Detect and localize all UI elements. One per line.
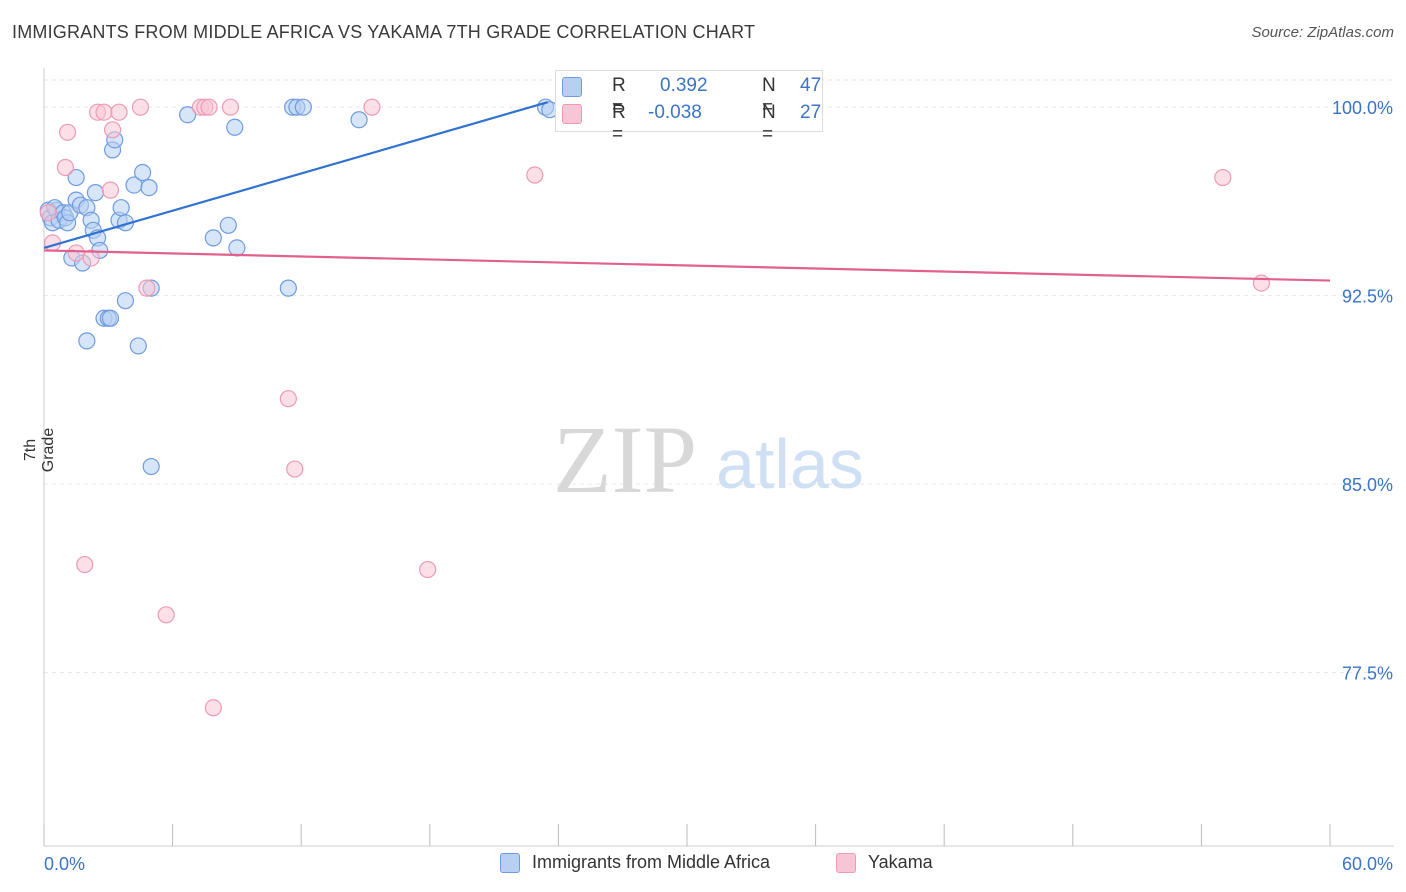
watermark-atlas: atlas — [716, 425, 864, 503]
data-point-pink — [1215, 170, 1231, 186]
data-point-pink — [57, 159, 73, 175]
data-point-pink — [201, 99, 217, 115]
data-point-blue — [135, 165, 151, 181]
data-point-blue — [130, 338, 146, 354]
stats-r-value: 0.392 — [660, 75, 708, 97]
stats-n-value: 47 — [800, 75, 821, 97]
chart-legend: Immigrants from Middle Africa Yakama — [0, 852, 1406, 878]
data-point-blue — [229, 240, 245, 256]
data-point-pink — [205, 700, 221, 716]
data-point-pink — [111, 104, 127, 120]
stats-swatch-pink — [562, 104, 582, 124]
data-point-pink — [287, 461, 303, 477]
data-point-pink — [158, 607, 174, 623]
y-tick-label: 85.0% — [1342, 475, 1393, 495]
data-point-blue — [102, 310, 118, 326]
data-point-pink — [527, 167, 543, 183]
data-point-pink — [139, 280, 155, 296]
legend-item-immigrants[interactable]: Immigrants from Middle Africa — [500, 852, 770, 873]
trend-line-blue — [44, 102, 548, 248]
legend-swatch-blue — [500, 853, 520, 873]
data-point-pink — [132, 99, 148, 115]
legend-item-yakama[interactable]: Yakama — [836, 852, 933, 873]
data-point-blue — [220, 217, 236, 233]
scatter-chart: ZIP atlas 100.0%92.5%85.0%77.5%0.0% 60.0% — [0, 0, 1406, 892]
y-axis-label: 7th Grade — [22, 420, 58, 480]
stats-swatch-blue — [562, 77, 582, 97]
legend-label: Immigrants from Middle Africa — [532, 852, 770, 873]
stats-r-value: -0.038 — [648, 102, 702, 124]
data-point-pink — [222, 99, 238, 115]
data-point-pink — [105, 122, 121, 138]
watermark: ZIP atlas — [553, 406, 864, 513]
data-point-blue — [351, 112, 367, 128]
data-point-blue — [143, 459, 159, 475]
data-point-pink — [1253, 275, 1269, 291]
data-point-blue — [113, 200, 129, 216]
data-point-blue — [280, 280, 296, 296]
stats-r-label: R = — [612, 102, 626, 146]
data-point-blue — [87, 185, 103, 201]
stats-n-label: N = — [762, 102, 776, 146]
data-point-pink — [364, 99, 380, 115]
data-point-blue — [295, 99, 311, 115]
data-point-blue — [227, 119, 243, 135]
y-tick-label: 77.5% — [1342, 664, 1393, 684]
data-point-pink — [96, 104, 112, 120]
data-point-blue — [79, 333, 95, 349]
legend-label: Yakama — [868, 852, 933, 873]
y-tick-label: 100.0% — [1332, 98, 1393, 118]
data-point-pink — [420, 562, 436, 578]
data-point-pink — [102, 182, 118, 198]
legend-swatch-pink — [836, 853, 856, 873]
trend-line-pink — [44, 250, 1330, 280]
data-point-pink — [77, 557, 93, 573]
data-point-pink — [40, 205, 56, 221]
data-point-pink — [60, 124, 76, 140]
stats-n-value: 27 — [800, 102, 821, 124]
grid-lines — [44, 80, 1394, 673]
data-point-blue — [117, 293, 133, 309]
watermark-zip: ZIP — [553, 406, 697, 513]
data-point-pink — [280, 391, 296, 407]
stats-legend-box: R = 0.392 N = 47 R = -0.038 N = 27 — [555, 70, 823, 132]
data-point-pink — [68, 245, 84, 261]
y-tick-label: 92.5% — [1342, 287, 1393, 307]
data-point-blue — [205, 230, 221, 246]
data-point-blue — [141, 180, 157, 196]
